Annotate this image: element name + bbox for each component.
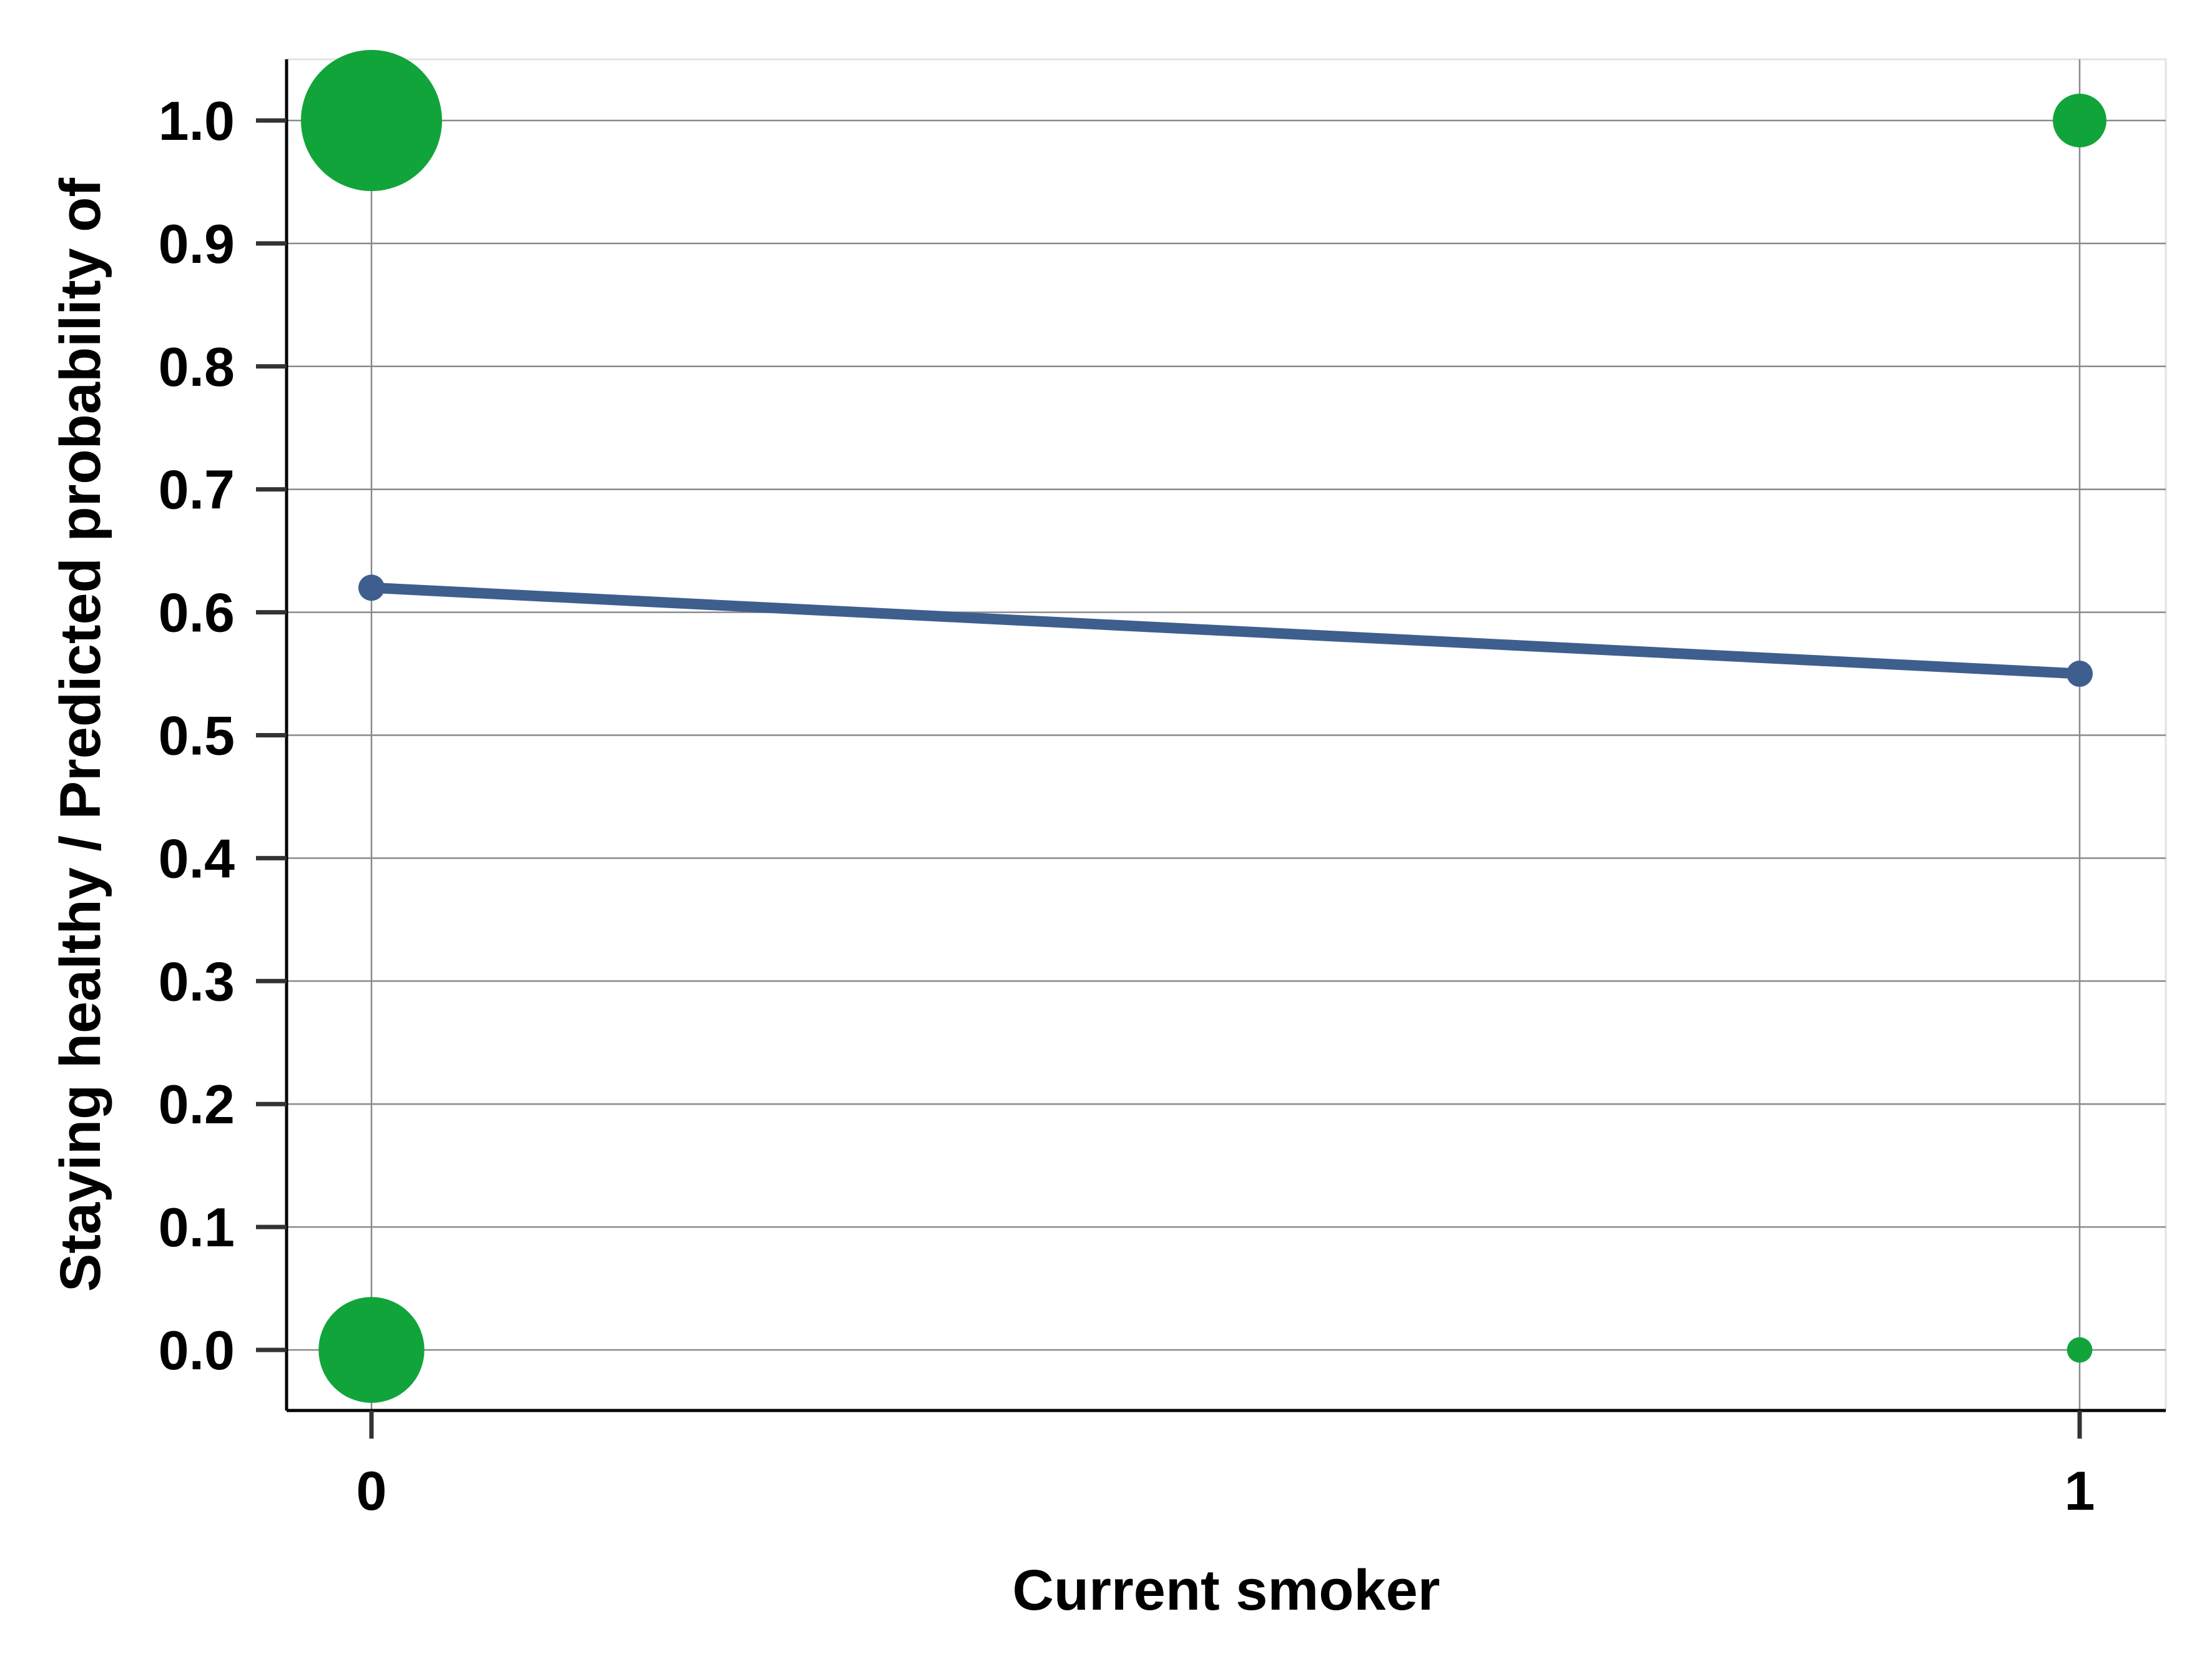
- observed-point: [2053, 94, 2106, 147]
- gridlines: [287, 59, 2166, 1410]
- predicted-point: [2067, 661, 2093, 687]
- x-tick-label: 0: [356, 1460, 387, 1522]
- observed-point: [2067, 1337, 2093, 1363]
- y-tick-label: 0.4: [159, 827, 235, 889]
- predicted-line: [366, 582, 2085, 679]
- y-tick-label: 0.5: [159, 705, 235, 767]
- y-tick-label: 0.3: [159, 950, 235, 1012]
- y-tick-label: 0.8: [159, 336, 235, 398]
- y-axis-title: Staying healthy / Predicted probability …: [49, 178, 112, 1292]
- observed-point: [301, 50, 442, 191]
- y-tick-label: 0.6: [159, 582, 235, 644]
- y-tick-label: 0.1: [159, 1196, 235, 1258]
- y-tick-label: 1.0: [159, 90, 235, 152]
- x-tick-label: 1: [2065, 1460, 2095, 1522]
- ticks: 0.0 0.1 0.2 0.3 0.4 0.5 0.6 0.7 0.8 0.9 1.0 0 1: [159, 90, 2095, 1522]
- y-tick-label: 0.9: [159, 213, 235, 275]
- data-marks: [301, 50, 2106, 1403]
- y-tick-label: 0.0: [159, 1319, 235, 1381]
- predicted-point: [358, 574, 385, 601]
- observed-point: [318, 1297, 425, 1403]
- x-axis-title: Current smoker: [1012, 1558, 1440, 1622]
- y-tick-label: 0.2: [159, 1073, 235, 1135]
- y-tick-label: 0.7: [159, 459, 235, 521]
